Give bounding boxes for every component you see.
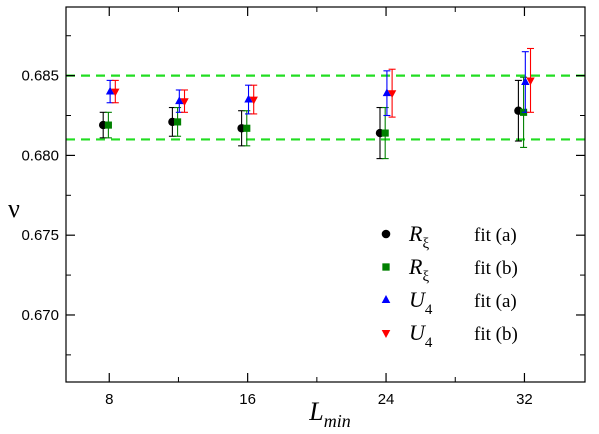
legend-fit-label: fit (b) bbox=[474, 324, 518, 345]
data-point bbox=[104, 121, 112, 129]
legend-symbol: Rξ bbox=[408, 254, 429, 285]
data-point bbox=[175, 96, 184, 105]
legend-fit-label: fit (a) bbox=[474, 291, 517, 312]
legend-symbol: U4 bbox=[409, 287, 433, 318]
x-axis-label-main: L bbox=[308, 397, 323, 426]
legend-marker bbox=[381, 295, 391, 304]
data-point bbox=[382, 88, 392, 97]
x-tick-label: 16 bbox=[239, 391, 256, 408]
series-1 bbox=[98, 79, 523, 160]
y-tick-label: 0.670 bbox=[21, 307, 59, 324]
y-axis-label: ν bbox=[8, 194, 20, 223]
x-axis-label: Lmin bbox=[308, 397, 350, 431]
legend-symbol: U4 bbox=[409, 320, 433, 351]
y-tick-label: 0.685 bbox=[21, 68, 59, 85]
x-tick-label: 32 bbox=[516, 391, 533, 408]
data-point bbox=[521, 77, 530, 85]
x-axis-label-sub: min bbox=[324, 411, 351, 431]
series-3 bbox=[105, 51, 530, 117]
x-tick-label: 24 bbox=[378, 391, 395, 408]
axis-ticks: 8 16 24 32 0.670 0.675 0.680 0.685 bbox=[21, 7, 585, 408]
series-4 bbox=[111, 47, 535, 118]
legend-entry-4: U4 fit (b) bbox=[381, 320, 518, 351]
legend-entry-3: U4 fit (a) bbox=[381, 287, 517, 318]
legend: Rξ fit (a) Rξ fit (b) U4 fit (a) U4 fit (b) bbox=[381, 221, 518, 351]
x-tick-label: 8 bbox=[105, 391, 113, 408]
data-point bbox=[249, 96, 258, 105]
data-point bbox=[526, 77, 535, 86]
data-point bbox=[243, 124, 251, 132]
y-tick-label: 0.680 bbox=[21, 147, 59, 164]
legend-entry-2: Rξ fit (b) bbox=[382, 254, 518, 285]
reference-lines bbox=[66, 74, 585, 141]
series-2 bbox=[104, 76, 528, 160]
data-point bbox=[111, 88, 120, 97]
legend-fit-label: fit (a) bbox=[474, 225, 517, 246]
legend-marker bbox=[381, 229, 391, 239]
legend-marker bbox=[382, 263, 390, 271]
legend-marker bbox=[381, 329, 391, 338]
legend-entry-1: Rξ fit (a) bbox=[381, 221, 517, 252]
legend-fit-label: fit (b) bbox=[474, 258, 518, 279]
plot-area-frame bbox=[65, 6, 586, 383]
data-point bbox=[387, 90, 397, 99]
legend-symbol: Rξ bbox=[408, 221, 429, 252]
data-point bbox=[381, 129, 389, 137]
data-point bbox=[244, 94, 253, 103]
data-point bbox=[180, 98, 189, 106]
data-point bbox=[105, 86, 115, 95]
data-point bbox=[174, 118, 182, 126]
data-points bbox=[98, 47, 535, 160]
y-tick-label: 0.675 bbox=[21, 227, 59, 244]
